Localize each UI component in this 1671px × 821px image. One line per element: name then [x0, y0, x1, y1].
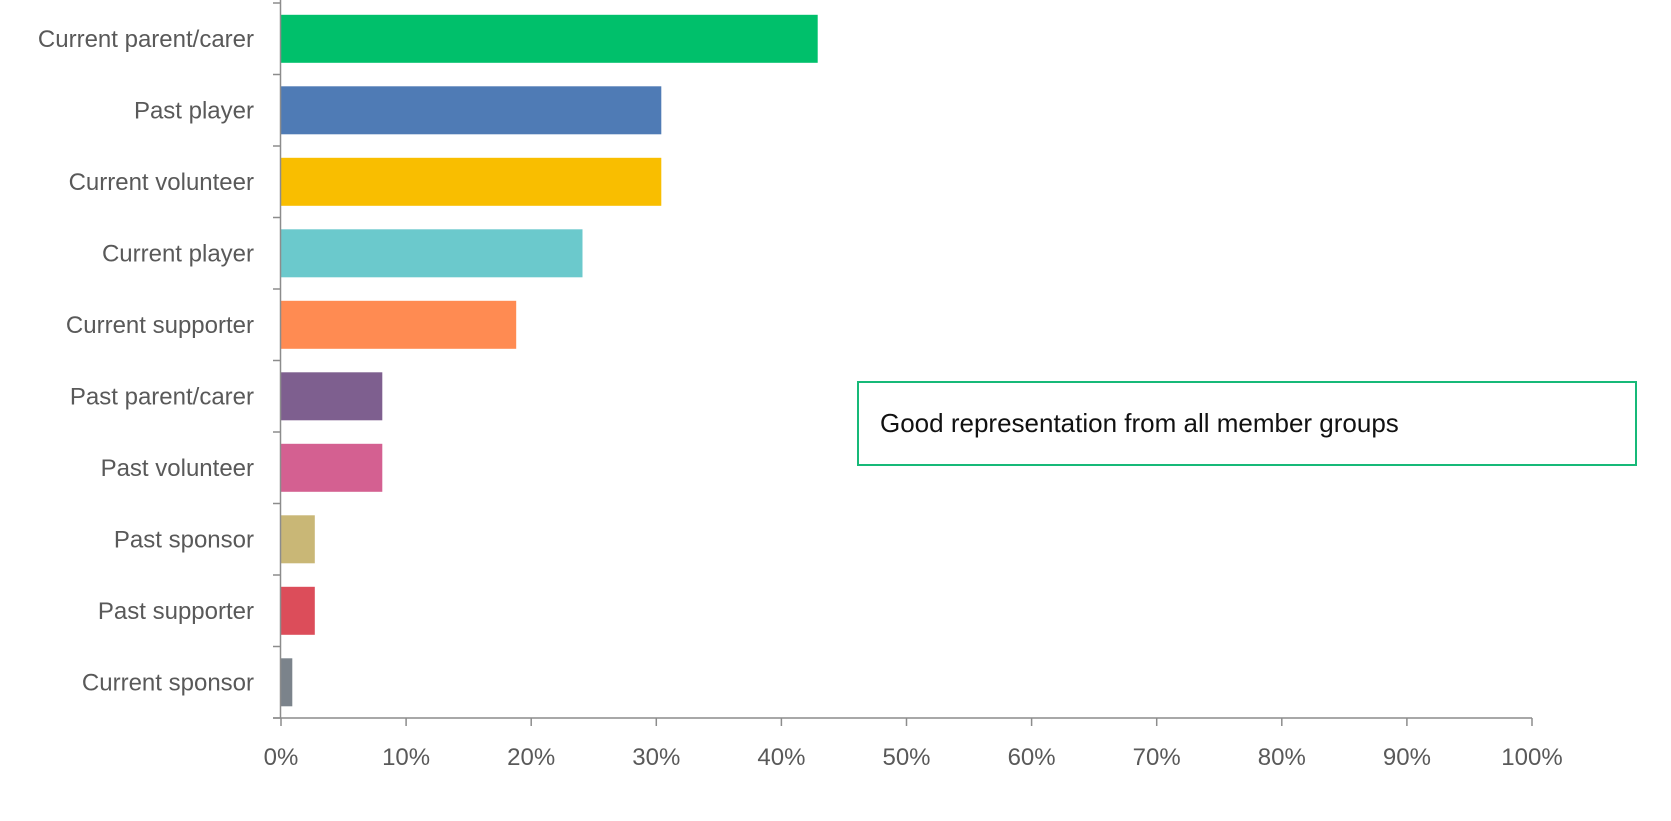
x-tick-label: 30%	[632, 744, 680, 771]
category-label: Past player	[134, 97, 254, 124]
category-labels: Current parent/carer Past player Current v…	[38, 26, 254, 696]
category-label: Past parent/carer	[70, 383, 254, 410]
category-label: Past supporter	[98, 598, 254, 625]
x-tick-label: 100%	[1501, 744, 1562, 771]
category-label: Current supporter	[66, 312, 254, 339]
category-label: Current parent/carer	[38, 26, 254, 53]
bar	[281, 658, 293, 707]
x-tick-label: 20%	[507, 744, 555, 771]
bar	[281, 86, 662, 135]
bar	[281, 157, 662, 206]
x-tick-label: 50%	[882, 744, 930, 771]
bar	[281, 515, 315, 564]
category-label: Current sponsor	[82, 669, 254, 696]
category-label: Past volunteer	[101, 455, 254, 482]
bar	[281, 300, 517, 349]
x-tick-label: 0%	[264, 744, 299, 771]
x-tick-label: 80%	[1258, 744, 1306, 771]
x-tick-label: 70%	[1133, 744, 1181, 771]
bar	[281, 443, 383, 492]
x-tick-label: 60%	[1008, 744, 1056, 771]
bar	[281, 372, 383, 421]
x-tick-label: 10%	[382, 744, 430, 771]
bar	[281, 586, 315, 635]
annotation-text: Good representation from all member grou…	[880, 408, 1399, 438]
bars-group	[281, 14, 818, 707]
x-tick-labels: 0% 10% 20% 30% 40% 50% 60% 70% 80% 90% 100%	[264, 744, 1563, 771]
x-tick-label: 90%	[1383, 744, 1431, 771]
category-label: Current volunteer	[69, 169, 254, 196]
bar	[281, 229, 583, 278]
category-label: Past sponsor	[114, 526, 254, 553]
bar	[281, 14, 818, 63]
category-label: Current player	[102, 240, 254, 267]
annotation-box: Good representation from all member grou…	[857, 381, 1637, 466]
x-tick-label: 40%	[757, 744, 805, 771]
axes-group	[273, 0, 1533, 726]
